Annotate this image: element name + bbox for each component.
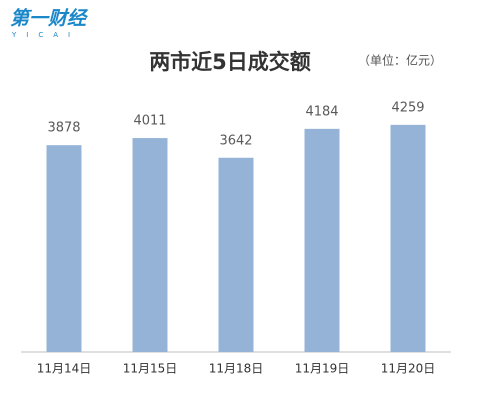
x-tick-label: 11月18日 bbox=[209, 362, 264, 376]
unit-label: （单位：亿元） bbox=[358, 53, 442, 68]
bar bbox=[390, 124, 426, 352]
value-label: 4011 bbox=[133, 114, 166, 129]
x-tick-label: 11月15日 bbox=[123, 362, 178, 376]
x-tick-label: 11月14日 bbox=[37, 362, 92, 376]
bar bbox=[132, 138, 168, 352]
bar bbox=[218, 157, 254, 352]
value-label: 4184 bbox=[305, 104, 338, 119]
value-label: 4259 bbox=[391, 100, 424, 115]
logo-sub: YICAI bbox=[11, 31, 80, 39]
logo-name: 第一财经 bbox=[10, 8, 89, 30]
x-tick-label: 11月19日 bbox=[295, 362, 350, 376]
value-label: 3642 bbox=[219, 133, 252, 148]
x-tick-label: 11月20日 bbox=[381, 362, 436, 376]
value-label: 3878 bbox=[47, 121, 80, 136]
chart-title: 两市近5日成交额 bbox=[149, 50, 311, 74]
bar bbox=[46, 145, 82, 352]
bar bbox=[304, 128, 340, 352]
